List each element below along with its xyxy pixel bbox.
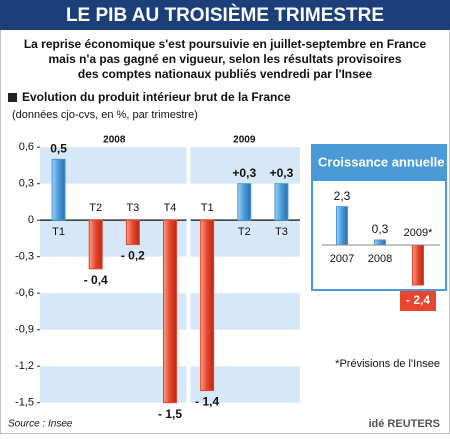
- x-tick-label: 2008: [368, 253, 392, 265]
- bar: [336, 206, 348, 246]
- x-tick-label: T2: [89, 202, 102, 214]
- bar: [237, 183, 252, 221]
- bar: [200, 219, 215, 392]
- intro-line: des comptes nationaux publiés vendredi p…: [78, 67, 373, 81]
- main-chart: 0,6 0,3 0 -0,3 -0,6 -0,9 -1,2 -1,5 2008 2009 T1 0,5…: [15, 135, 300, 421]
- value-label: - 0,2: [121, 249, 145, 263]
- value-label: - 2,4: [406, 293, 430, 307]
- x-tick-label: T1: [201, 202, 214, 214]
- bar: [163, 219, 177, 404]
- x-tick-label: T3: [126, 202, 139, 214]
- grid-band: [40, 147, 300, 184]
- y-tick-label: -1,5: [15, 397, 34, 409]
- inset-chart: 2007 2,3 2008 0,3 2009* - 2,4: [322, 189, 440, 311]
- bullet: [8, 93, 17, 102]
- value-label: 0,3: [372, 222, 389, 236]
- value-label-box: [400, 291, 436, 311]
- y-tick-label: -0,3: [15, 251, 34, 263]
- value-label: - 0,4: [84, 273, 108, 287]
- bar: [412, 244, 424, 286]
- value-label: 0,5: [50, 142, 67, 156]
- title: LE PIB AU TROISIÈME TRIMESTRE: [66, 4, 384, 26]
- inset-header: [312, 145, 446, 181]
- x-tick-label: T4: [164, 202, 177, 214]
- bar: [125, 219, 140, 246]
- source: Source : Insee: [8, 419, 73, 430]
- value-label: - 1,4: [195, 395, 219, 409]
- chart-subtitle: (données cjo-cvs, en %, par trimestre): [12, 109, 198, 121]
- value-label: 2,3: [334, 189, 351, 203]
- x-tick-label: 2007: [330, 253, 354, 265]
- value-label: - 1,5: [158, 407, 182, 421]
- intro-line: mais n'a pas gagné en vigueur, selon les…: [49, 52, 402, 66]
- value-label: +0,3: [270, 166, 294, 180]
- logo: idé REUTERS: [368, 418, 440, 430]
- bar: [274, 183, 289, 221]
- y-tick-label: 0,6: [19, 141, 34, 153]
- bar: [374, 239, 386, 246]
- x-tick-label: T2: [238, 226, 251, 238]
- group-label: 2009: [233, 135, 256, 146]
- bar: [88, 219, 103, 270]
- title-bar: [0, 0, 450, 30]
- group-label: 2008: [103, 135, 126, 146]
- value-label: +0,3: [232, 166, 256, 180]
- y-tick-label: -0,9: [15, 324, 34, 336]
- note: *Prévisions de l'Insee: [335, 358, 440, 370]
- bar: [51, 158, 66, 221]
- y-tick-label: 0,3: [19, 178, 34, 190]
- chart-title: Evolution du produit intérieur brut de l…: [22, 90, 291, 104]
- y-tick-label: 0: [28, 214, 34, 226]
- inset-title: Croissance annuelle: [318, 154, 444, 169]
- x-tick-label: T3: [275, 226, 288, 238]
- y-tick-label: -1,2: [15, 360, 34, 372]
- intro-line: La reprise économique s'est poursuivie e…: [24, 37, 427, 51]
- x-tick-label: 2009*: [404, 227, 433, 239]
- y-tick-label: -0,6: [15, 287, 34, 299]
- x-tick-label: T1: [52, 226, 65, 238]
